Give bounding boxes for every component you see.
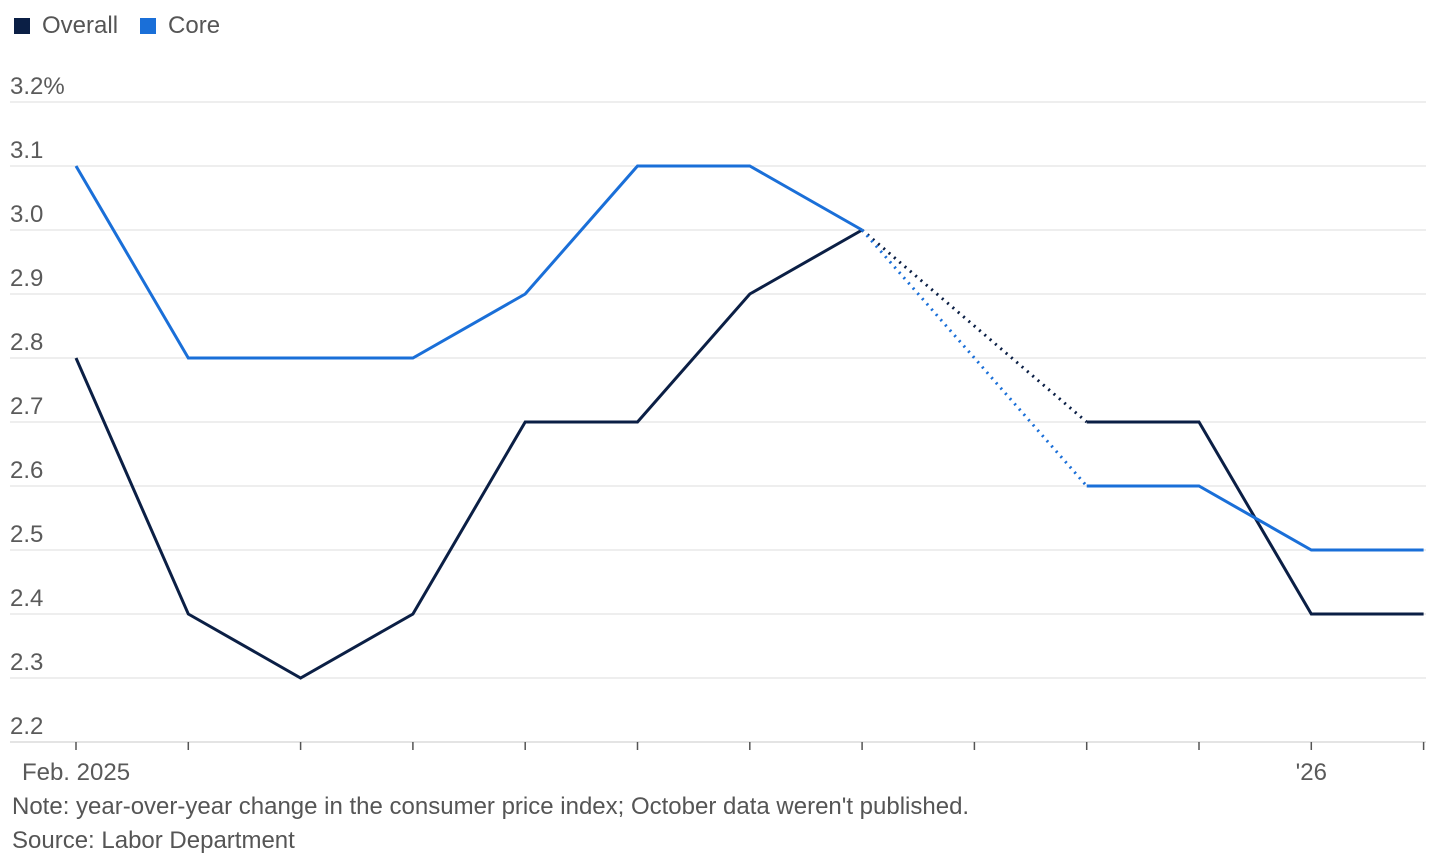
legend-swatch-core xyxy=(140,18,157,34)
legend-item-overall: Overall xyxy=(14,12,118,40)
inflation-line-chart: 3.2% 3.1 3.0 2.9 2.8 2.7 2.6 2.5 2.4 2.3 2.2 Feb. 2… xyxy=(10,73,1426,786)
y-tick-label: 3.2% xyxy=(10,73,65,100)
legend-item-core: Core xyxy=(140,12,220,40)
y-tick-label: 2.5 xyxy=(10,521,43,548)
y-tick-label: 2.7 xyxy=(10,393,43,420)
y-tick-label: 2.2 xyxy=(10,713,43,740)
y-tick-label: 2.8 xyxy=(10,329,43,356)
y-tick-label: 3.0 xyxy=(10,201,43,228)
series-gap-core xyxy=(860,229,1088,487)
series-line-core xyxy=(74,164,863,360)
legend: Overall Core xyxy=(14,12,242,40)
legend-label-overall: Overall xyxy=(42,12,119,39)
y-tick-label: 3.1 xyxy=(10,137,43,164)
series-gap-overall xyxy=(861,228,1088,424)
y-tick-label: 2.9 xyxy=(10,265,43,292)
x-tick-label: Feb. 2025 xyxy=(22,759,130,786)
y-tick-label: 2.6 xyxy=(10,457,43,484)
chart-source: Source: Labor Department xyxy=(12,827,295,854)
y-tick-label: 2.4 xyxy=(10,585,43,612)
series-line-core xyxy=(1086,484,1424,552)
x-tick-label: '26 xyxy=(1296,759,1327,786)
series-line-overall xyxy=(74,228,863,680)
legend-label-core: Core xyxy=(168,12,221,39)
y-tick-label: 2.3 xyxy=(10,649,43,676)
legend-swatch-overall xyxy=(14,18,30,34)
chart-note: Note: year-over-year change in the consu… xyxy=(12,793,970,820)
